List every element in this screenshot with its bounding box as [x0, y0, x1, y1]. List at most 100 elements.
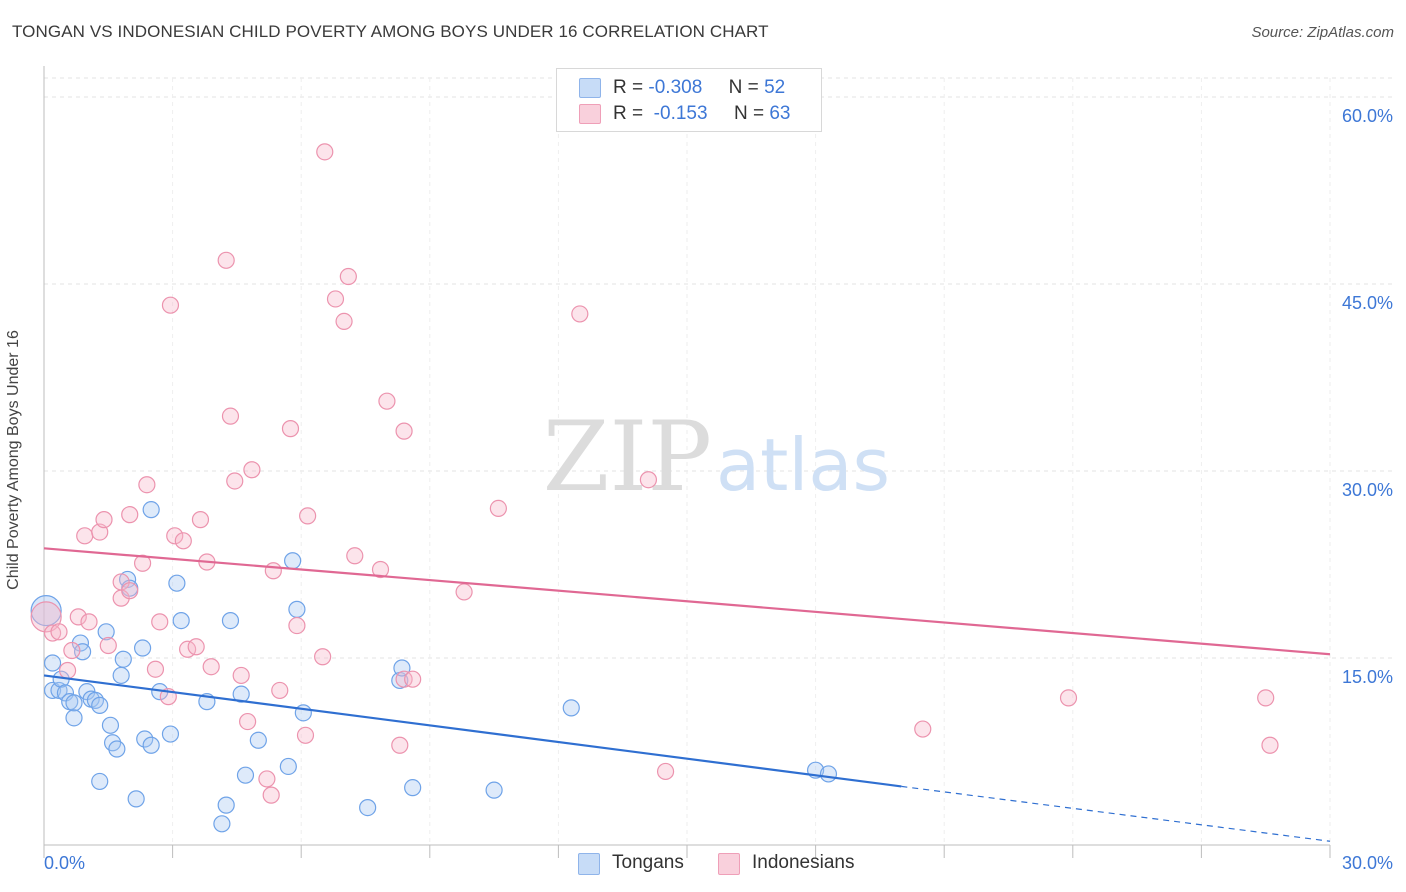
- indonesian-point: [69, 608, 87, 626]
- tongan-point: [288, 600, 306, 618]
- indonesian-point: [316, 143, 334, 161]
- tongan-point: [359, 798, 377, 817]
- indonesian-point: [1261, 736, 1279, 754]
- indonesian-point: [95, 511, 113, 529]
- tongan-point: [485, 781, 503, 799]
- indonesian-point: [656, 762, 675, 781]
- r-label: R =: [613, 77, 644, 98]
- indonesian-point: [151, 613, 169, 631]
- indonesian-point: [371, 560, 390, 579]
- tongan-point: [562, 699, 580, 717]
- r-label: R =: [613, 103, 644, 124]
- tongan-point: [30, 595, 62, 627]
- indonesian-point: [326, 290, 345, 308]
- watermark-zip: ZIP: [543, 401, 712, 513]
- indonesian-point: [63, 641, 81, 660]
- indonesian-point: [455, 583, 473, 601]
- tongan-point: [91, 696, 109, 714]
- indonesian-point: [121, 582, 139, 600]
- tick-labels: 15.0% 30.0% 45.0% 60.0% 0.0% 30.0%: [44, 106, 1393, 873]
- indonesian-point: [271, 681, 289, 700]
- indonesian-point: [58, 661, 77, 680]
- indonesian-point: [50, 623, 68, 641]
- indonesian-point: [161, 296, 180, 314]
- indonesian-point: [378, 392, 396, 410]
- correlation-legend: R = -0.308 N = 52 R = -0.153 N = 63: [556, 68, 822, 132]
- tongan-trend-line-extension: [901, 785, 1331, 842]
- indonesian-point: [226, 472, 244, 490]
- indonesian-point: [639, 471, 658, 489]
- axes: [43, 66, 1331, 858]
- tongan-point: [108, 740, 126, 758]
- indonesian-point: [262, 786, 280, 804]
- indonesian-point: [146, 660, 165, 678]
- legend-swatch-tongans: [578, 853, 600, 875]
- indonesian-point: [335, 312, 353, 330]
- tongan-point: [133, 639, 152, 657]
- tongan-point: [127, 790, 145, 808]
- indonesian-point: [43, 624, 62, 642]
- indonesian-point: [202, 658, 220, 676]
- indonesian-point: [296, 726, 315, 744]
- x-tick-label-min: 0.0%: [44, 853, 85, 873]
- trend-lines: [43, 547, 1331, 842]
- indonesian-point: [138, 476, 156, 494]
- indonesian-point: [112, 573, 130, 591]
- tongan-point: [97, 623, 115, 641]
- indonesian-point: [217, 251, 235, 269]
- indonesian-point: [1257, 689, 1275, 707]
- n-value-indonesians: 63: [769, 103, 791, 124]
- legend-label-tongans: Tongans: [612, 852, 684, 873]
- y-tick-label: 15.0%: [1342, 667, 1393, 687]
- indonesian-point: [133, 554, 152, 572]
- n-label: N =: [733, 103, 765, 124]
- indonesian-point: [281, 420, 300, 438]
- legend-swatch-indonesians: [718, 853, 740, 875]
- legend-swatch-indonesians: [579, 104, 601, 124]
- tongan-point: [819, 765, 838, 783]
- y-axis-label: Child Poverty Among Boys Under 16: [5, 330, 22, 590]
- indonesian-point: [404, 670, 422, 688]
- tongan-point: [279, 757, 297, 776]
- tongan-point: [172, 611, 190, 630]
- tongan-point: [217, 796, 235, 814]
- indonesian-point: [174, 532, 192, 550]
- y-tick-label: 30.0%: [1342, 480, 1393, 500]
- r-value-tongans: -0.308: [648, 77, 703, 98]
- r-value-indonesians: -0.153: [653, 103, 708, 124]
- indonesian-point: [80, 613, 98, 631]
- data-points: [30, 143, 1279, 833]
- indonesian-point: [30, 601, 62, 633]
- indonesian-point: [339, 267, 357, 286]
- indonesian-point: [239, 712, 257, 731]
- tongan-point: [284, 552, 302, 570]
- tongan-point: [65, 694, 83, 712]
- indonesian-point: [914, 720, 932, 738]
- indonesian-trend-line: [43, 547, 1331, 656]
- indonesian-point: [258, 770, 276, 788]
- indonesian-point: [571, 305, 589, 323]
- y-tick-label: 60.0%: [1342, 106, 1393, 126]
- x-tick-label-max: 30.0%: [1342, 853, 1393, 873]
- n-label: N =: [728, 77, 759, 98]
- indonesian-point: [166, 527, 184, 545]
- tongan-point: [236, 766, 255, 784]
- indonesian-point: [221, 407, 240, 425]
- indonesian-point: [243, 461, 261, 479]
- indonesian-point: [391, 736, 409, 754]
- indonesian-point: [288, 616, 306, 635]
- watermark: ZIP atlas: [543, 401, 890, 513]
- tongan-point: [91, 772, 109, 791]
- tongan-point: [114, 650, 132, 668]
- legend-swatch-tongans: [579, 78, 601, 98]
- source-label: Source: ZipAtlas.com: [1251, 24, 1394, 41]
- tongan-point: [168, 574, 186, 592]
- indonesian-point: [187, 638, 205, 656]
- indonesian-point: [299, 507, 317, 525]
- tongan-point: [101, 716, 120, 734]
- tongan-point: [65, 709, 83, 727]
- series-legend: Tongans Indonesians: [0, 852, 1406, 878]
- tongan-point: [136, 730, 154, 748]
- indonesian-point: [99, 636, 117, 655]
- tongan-point: [161, 725, 180, 743]
